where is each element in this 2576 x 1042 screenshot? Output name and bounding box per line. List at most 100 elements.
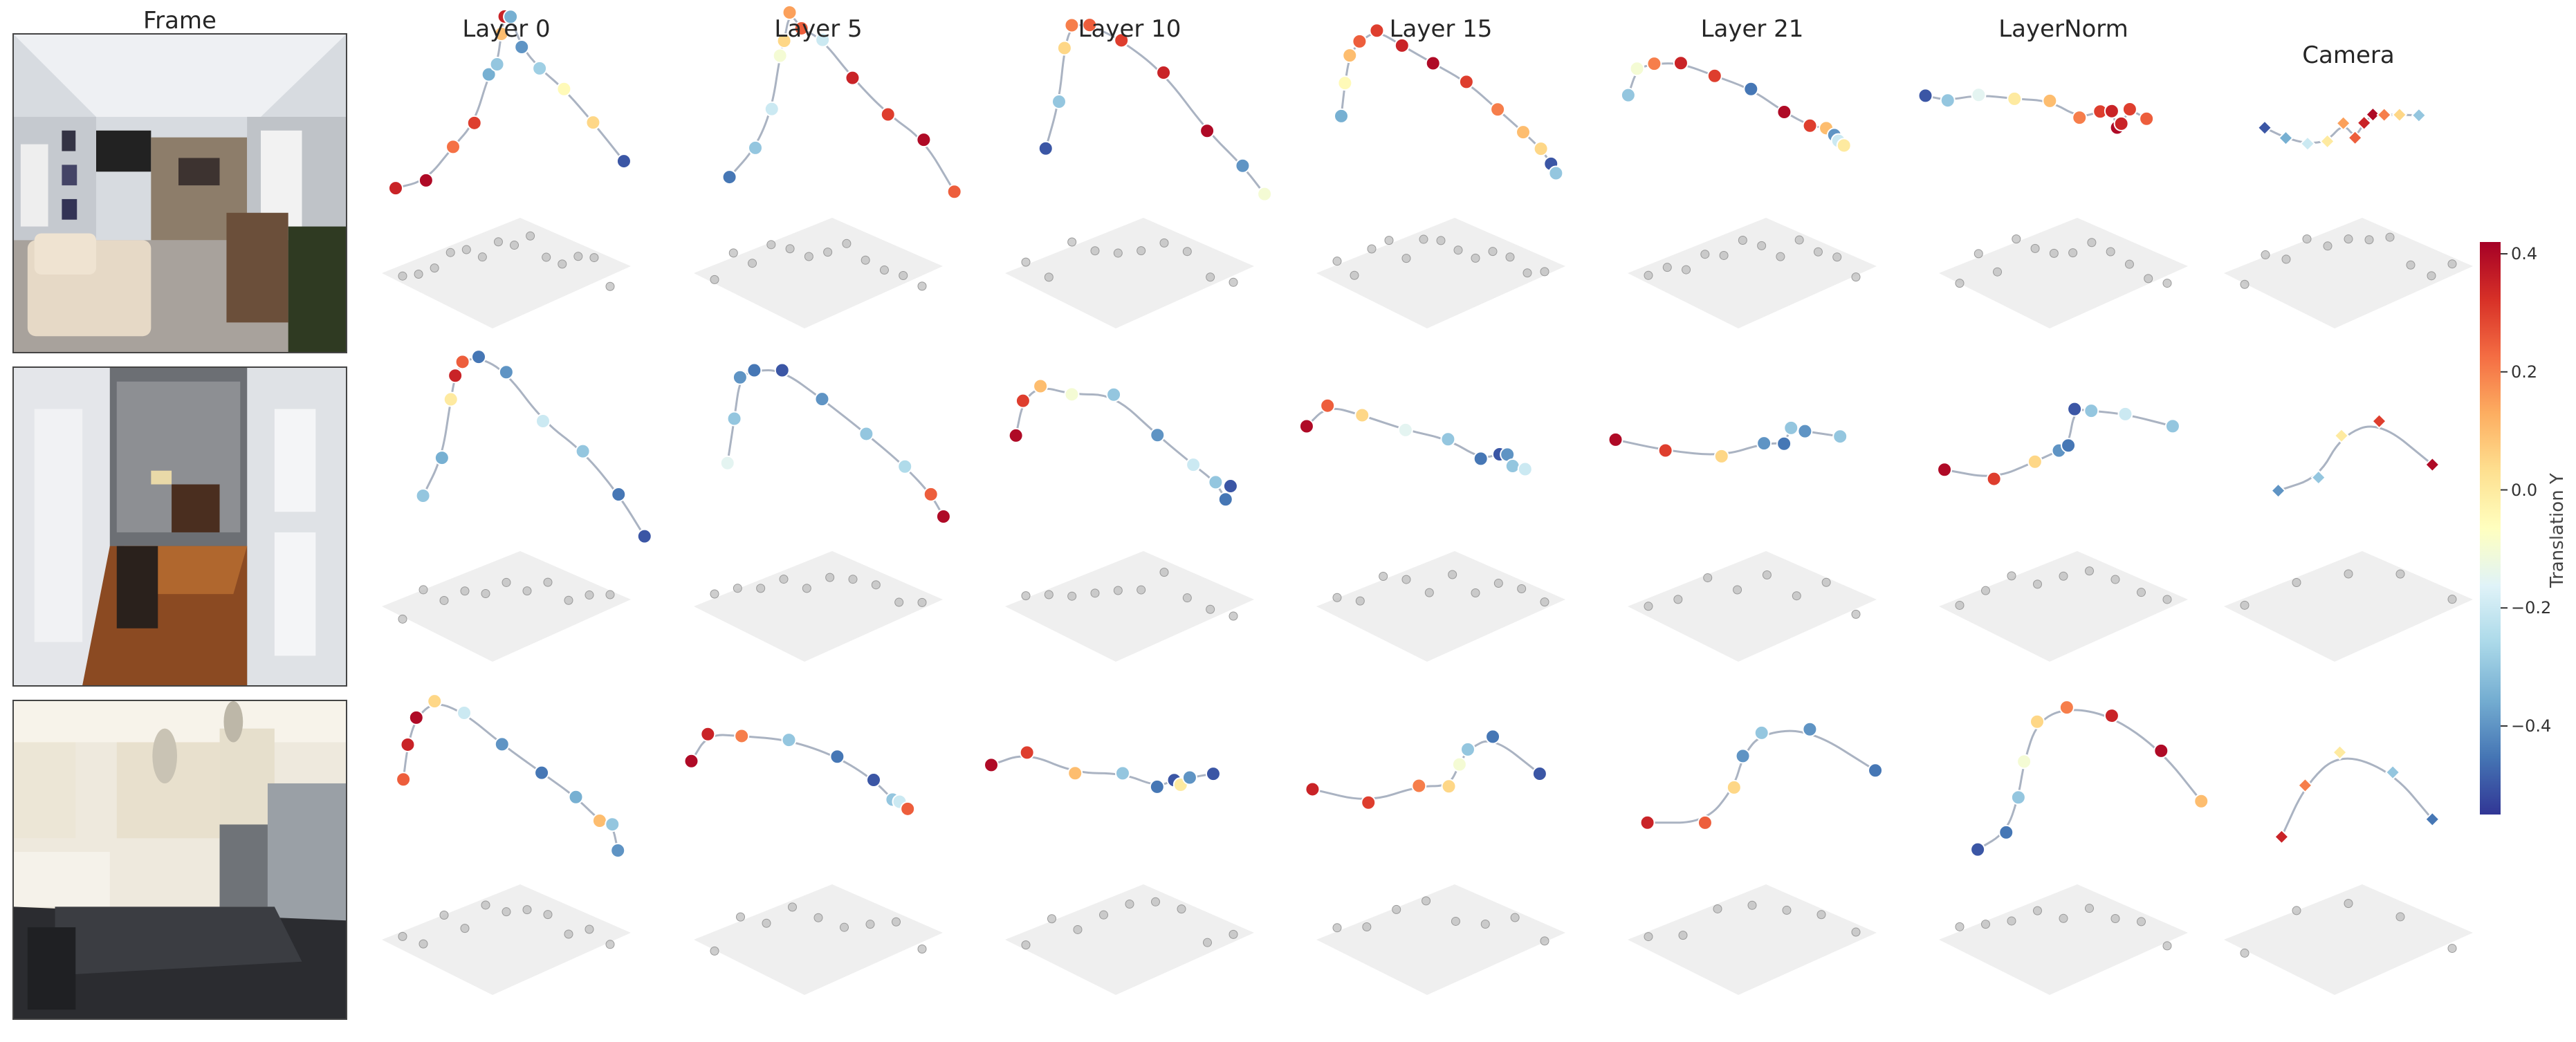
panel-layer-10-row-2 — [1005, 378, 1254, 662]
shadow-point — [779, 575, 789, 584]
data-point — [388, 180, 403, 196]
shadow-point — [558, 259, 567, 269]
ground-plane — [1628, 884, 1877, 995]
shadow-point — [2124, 259, 2134, 269]
data-point — [2030, 714, 2045, 729]
data-point — [2122, 102, 2137, 118]
data-point — [1334, 108, 1350, 124]
shadow-point — [899, 270, 908, 280]
shadow-point — [1067, 237, 1077, 247]
column-title-layer-5: Layer 5 — [774, 15, 863, 43]
shadow-point — [892, 917, 901, 927]
ground-plane — [2224, 551, 2473, 662]
shadow-point — [1993, 267, 2003, 277]
data-point — [1485, 729, 1501, 745]
camera-marker — [2333, 427, 2350, 444]
shadow-point — [477, 252, 487, 262]
shadow-point — [879, 266, 889, 275]
shadow-point — [1021, 257, 1031, 267]
shadow-point — [865, 920, 875, 929]
data-point — [2061, 438, 2077, 454]
data-point — [1548, 165, 1564, 181]
panel-layer-0-row-3 — [382, 694, 631, 995]
data-point — [1490, 102, 1506, 118]
shadow-point — [1113, 586, 1123, 595]
trajectory-line — [2278, 425, 2434, 492]
data-point — [1397, 422, 1413, 438]
shadow-point — [1747, 900, 1757, 910]
shadow-point — [1733, 585, 1742, 595]
shadow-point — [2030, 243, 2040, 253]
data-point — [2139, 111, 2155, 127]
shadow-point — [1151, 897, 1160, 906]
ground-plane — [694, 551, 943, 662]
data-point — [1015, 393, 1031, 409]
shadow-point — [1090, 588, 1100, 598]
panel-layer-5-row-1 — [694, 5, 962, 328]
data-point — [1940, 93, 1956, 109]
panel-layer-5-row-3 — [683, 726, 943, 995]
ground-plane — [1005, 218, 1254, 328]
data-point — [2042, 93, 2058, 109]
data-point — [866, 772, 881, 788]
shadow-point — [762, 918, 771, 928]
column-title-camera: Camera — [2302, 41, 2395, 69]
data-point — [1505, 458, 1520, 474]
data-point — [1608, 431, 1623, 447]
data-point — [782, 5, 798, 21]
shadow-point — [1644, 270, 1653, 280]
shadow-point — [861, 255, 870, 265]
shadow-point — [1229, 611, 1238, 621]
data-point — [1517, 461, 1533, 477]
data-point — [2016, 754, 2032, 770]
shadow-point — [1644, 602, 1653, 611]
data-point — [591, 812, 607, 828]
shadow-point — [1401, 575, 1411, 584]
ground-plane — [2224, 218, 2473, 328]
shadow-point — [2033, 579, 2042, 589]
shadow-point — [2292, 906, 2301, 915]
shadow-point — [1794, 235, 1804, 245]
camera-marker — [2425, 456, 2440, 473]
shadow-point — [842, 239, 852, 248]
data-point — [1114, 765, 1130, 781]
data-point — [1533, 141, 1549, 157]
panel-layer-0-row-2 — [382, 349, 652, 662]
data-point — [610, 842, 626, 858]
shadow-point — [1522, 268, 1532, 278]
shadow-point — [2085, 904, 2094, 913]
data-point — [1361, 794, 1377, 810]
data-point — [556, 81, 572, 97]
data-point — [471, 349, 487, 365]
shadow-point — [1662, 263, 1672, 272]
shadow-point — [398, 271, 407, 281]
colorbar-tick-label: 0.2 — [2511, 362, 2538, 382]
shadow-point — [1067, 591, 1077, 601]
shadow-point — [2059, 571, 2068, 581]
camera-marker — [2356, 115, 2372, 131]
shadow-point — [1367, 244, 1377, 254]
shadow-point — [2302, 234, 2312, 244]
data-point — [1836, 138, 1852, 153]
data-point — [1320, 398, 1336, 413]
shadow-point — [1703, 573, 1713, 583]
data-point — [1019, 745, 1035, 761]
shadow-point — [573, 252, 583, 261]
data-point — [532, 60, 548, 76]
data-point — [1726, 779, 1742, 795]
data-point — [2007, 91, 2023, 106]
shadow-point — [502, 577, 511, 587]
column-title-layernorm: LayerNorm — [1998, 15, 2128, 43]
data-point — [1342, 48, 1358, 64]
data-point — [1181, 770, 1197, 785]
shadow-point — [917, 597, 927, 607]
data-point — [503, 9, 519, 25]
camera-marker — [2297, 777, 2313, 794]
colorbar-tick-label: 0.0 — [2511, 480, 2538, 500]
shadow-point — [2137, 588, 2146, 597]
data-point — [719, 455, 735, 471]
shadow-point — [1762, 570, 1772, 580]
shadow-point — [728, 248, 738, 258]
data-point — [1986, 471, 2002, 487]
